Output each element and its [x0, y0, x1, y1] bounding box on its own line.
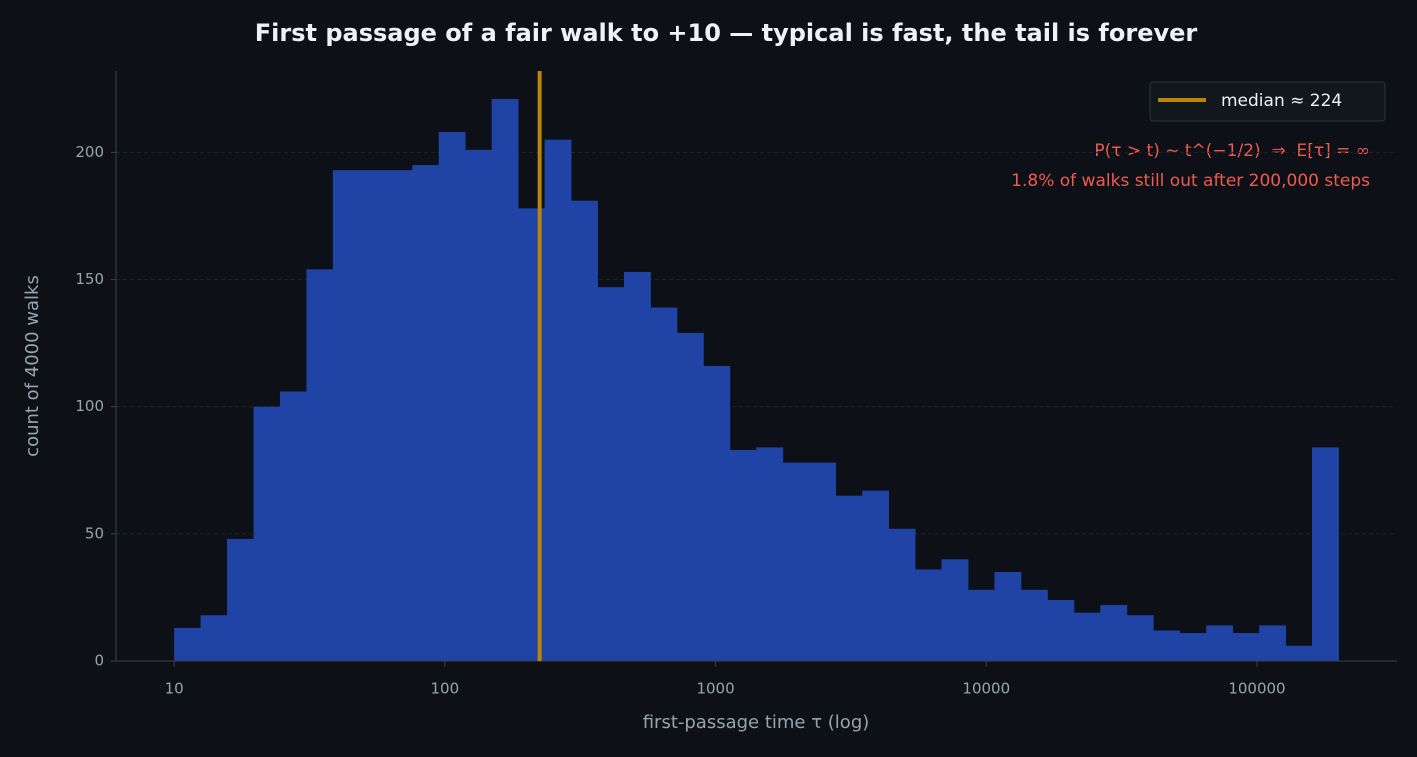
bar [385, 170, 413, 661]
bar [226, 538, 254, 661]
bar [544, 139, 572, 661]
bar [676, 332, 704, 661]
bar [835, 495, 863, 661]
bar [1153, 630, 1181, 661]
bar [623, 271, 651, 661]
x-tick-label: 10000 [962, 680, 1010, 698]
bar [1020, 589, 1048, 661]
x-tick-label: 10 [165, 680, 184, 698]
y-tick-label: 200 [75, 143, 104, 161]
bar [703, 366, 731, 661]
bar [1126, 615, 1154, 661]
bar [1259, 625, 1287, 661]
bar [915, 569, 942, 661]
bar [279, 391, 307, 661]
bar [412, 165, 440, 661]
bar [1312, 447, 1339, 661]
bar [438, 132, 466, 661]
bar [306, 269, 334, 661]
bar [571, 200, 598, 661]
x-tick-label: 1000 [696, 680, 734, 698]
annotation: P(τ > t) ~ t^(−1/2) ⇒ E[τ] = ∞ [1094, 141, 1370, 161]
bar [465, 149, 493, 661]
bar [597, 287, 625, 661]
bar [253, 406, 281, 661]
bar [1100, 605, 1128, 661]
y-tick-label: 150 [75, 270, 104, 288]
bar [941, 559, 969, 661]
x-tick-label: 100000 [1228, 680, 1285, 698]
bar [862, 490, 890, 661]
x-tick-label: 100 [431, 680, 460, 698]
bar [756, 447, 784, 661]
bar [809, 462, 837, 661]
bar [1232, 633, 1260, 661]
bar [491, 98, 519, 662]
bar [332, 170, 360, 661]
y-tick-label: 50 [85, 524, 104, 542]
bar [1179, 633, 1207, 661]
bar [1047, 599, 1075, 661]
bar [174, 627, 201, 661]
bar [1285, 645, 1313, 661]
y-tick-label: 100 [75, 397, 104, 415]
bar [1206, 625, 1234, 661]
x-axis-label: first-passage time τ (log) [643, 712, 870, 733]
y-tick-label: 0 [94, 652, 104, 670]
legend-label: median ≈ 224 [1221, 91, 1342, 111]
bar [1073, 612, 1101, 661]
bar [782, 462, 810, 661]
bar [888, 528, 916, 661]
bar [994, 571, 1022, 661]
bar [650, 307, 678, 661]
legend-box [1149, 81, 1386, 122]
y-axis-label: count of 4000 walks [22, 275, 43, 457]
bar [729, 449, 757, 661]
bar [359, 170, 387, 661]
chart-title: First passage of a fair walk to +10 — ty… [255, 19, 1198, 47]
bar [968, 589, 995, 661]
bar [200, 615, 228, 661]
annotation: 1.8% of walks still out after 200,000 st… [1011, 171, 1370, 191]
